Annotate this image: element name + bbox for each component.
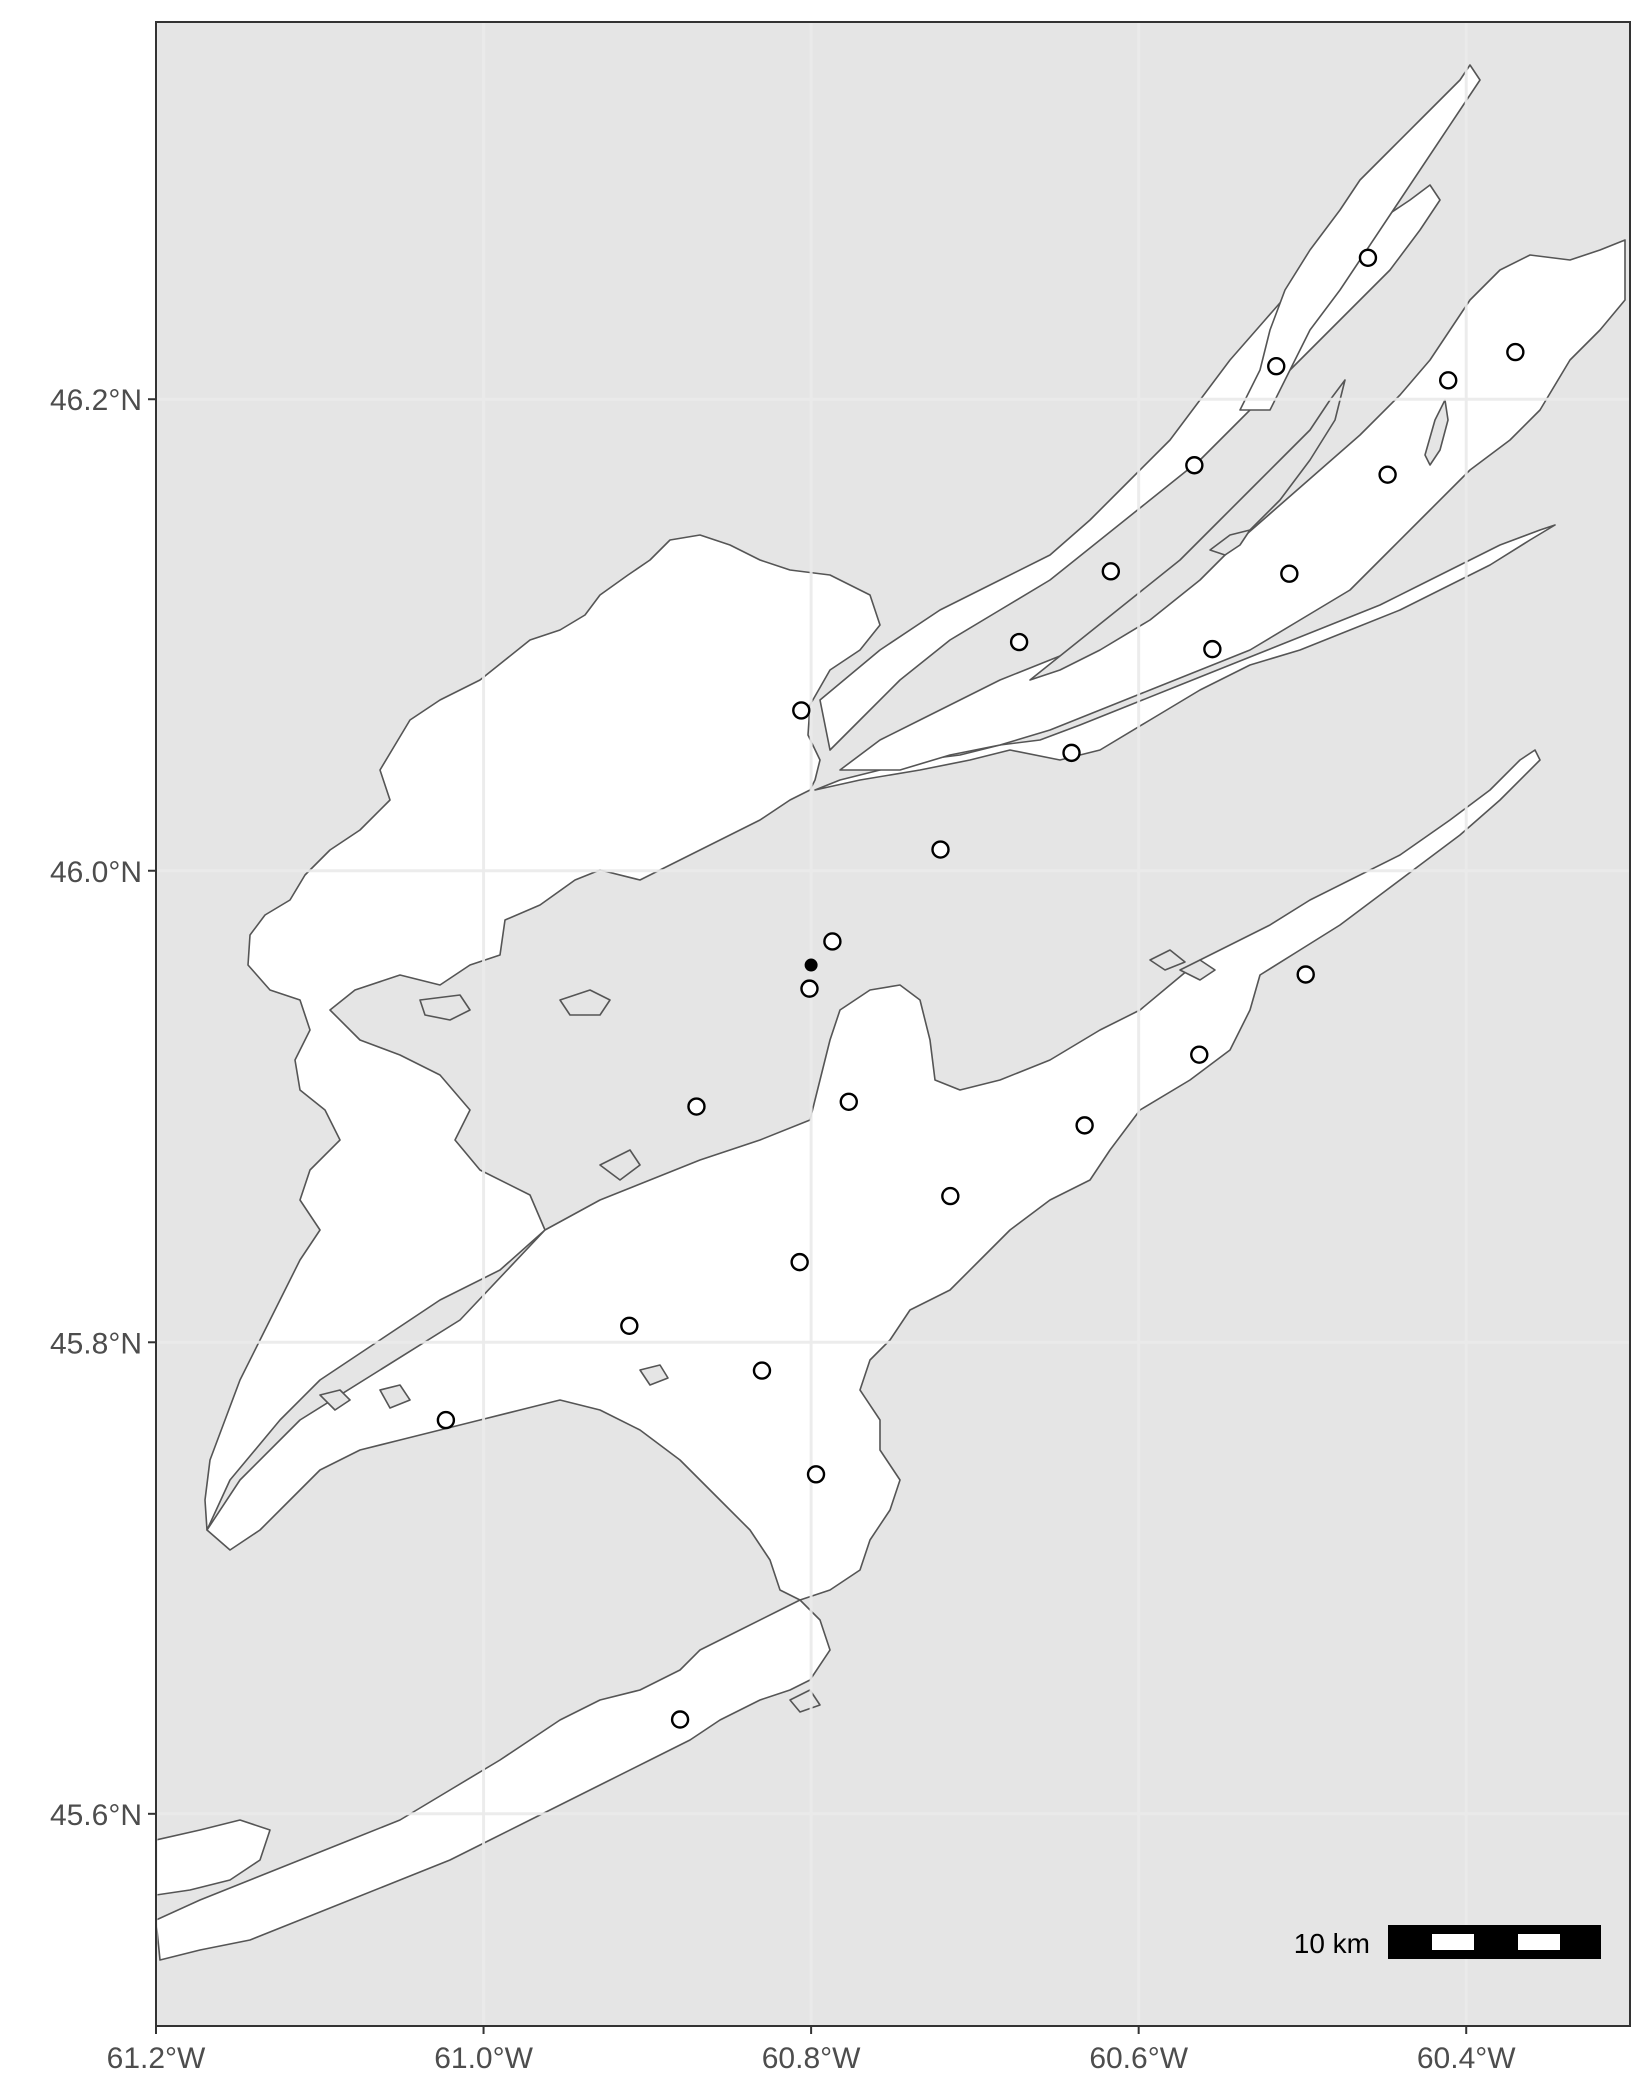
- station-point: [931, 840, 950, 859]
- station-point: [1439, 371, 1458, 390]
- x-tick-label: 61.2°W: [107, 2042, 206, 2075]
- station-point: [752, 1361, 772, 1380]
- station-point: [823, 932, 842, 951]
- station-point: [1009, 632, 1029, 652]
- station-point: [620, 1316, 639, 1335]
- station-point: [1267, 357, 1286, 376]
- station-point: [436, 1410, 456, 1430]
- y-tick-label: 46.2°N: [50, 384, 142, 417]
- x-tick-label: 60.6°W: [1089, 2042, 1188, 2075]
- scale-bar-label: 10 km: [1294, 1928, 1370, 1959]
- station-point: [792, 701, 811, 720]
- station-point: [839, 1092, 858, 1112]
- station-markers: [436, 248, 1525, 1729]
- southwest-passage-water: [156, 1599, 831, 1961]
- north-inlet-water: [1239, 64, 1481, 411]
- station-point: [1190, 1045, 1209, 1064]
- island-pond-2: [1149, 949, 1186, 971]
- island-long-east: [1424, 399, 1449, 466]
- y-tick-label: 46.0°N: [50, 856, 142, 889]
- island-west-1: [319, 1389, 351, 1411]
- y-tick-label: 45.6°N: [50, 1799, 142, 1832]
- graticule: [156, 22, 1630, 2026]
- map-panel: [156, 22, 1630, 2026]
- island-boularderie: [1029, 379, 1346, 681]
- station-point: [1203, 639, 1222, 659]
- x-tick-label: 60.8°W: [762, 2042, 861, 2075]
- station-point: [1101, 562, 1121, 581]
- y-axis: 46.2°N 46.0°N 45.8°N 45.6°N: [50, 384, 156, 1832]
- station-point: [687, 1097, 706, 1116]
- station-point: [790, 1252, 809, 1272]
- station-point: [1378, 465, 1397, 484]
- station-point: [1185, 456, 1204, 475]
- scale-bar-segment-4-inner: [1518, 1934, 1561, 1950]
- station-point: [1280, 564, 1299, 583]
- station-point: [1075, 1116, 1094, 1135]
- x-tick-label: 60.4°W: [1417, 2042, 1516, 2075]
- island-southwest-1: [559, 989, 611, 1016]
- east-arm-water: [814, 524, 1556, 791]
- x-axis: 61.2°W 61.0°W 60.8°W 60.6°W 60.4°W: [107, 2026, 1516, 2075]
- station-point: [1296, 965, 1315, 984]
- island-left-1: [379, 1384, 411, 1409]
- island-west-2: [599, 1149, 641, 1181]
- scale-bar-segment-3: [1474, 1925, 1519, 1959]
- island-southwest-2: [419, 994, 471, 1021]
- scale-bar-segment-5: [1560, 1925, 1601, 1959]
- y-tick-label: 45.8°N: [50, 1327, 142, 1360]
- station-point-filled: [804, 958, 818, 972]
- x-tick-label: 61.0°W: [434, 2042, 533, 2075]
- island-center-1: [639, 1364, 669, 1386]
- island-east: [1209, 529, 1251, 556]
- panel-frame: [155, 21, 1631, 2027]
- station-point: [800, 979, 819, 998]
- scale-bar: 10 km: [1294, 1925, 1601, 1959]
- scale-bar-segment-2-inner: [1432, 1934, 1475, 1950]
- station-point: [670, 1710, 690, 1729]
- station-point: [941, 1186, 960, 1206]
- island-pond-1: [1179, 959, 1216, 981]
- scale-bar-segment-1: [1388, 1925, 1433, 1959]
- station-point: [1358, 248, 1378, 267]
- main-lake-water: [204, 534, 881, 1531]
- station-point: [1062, 743, 1081, 763]
- station-point: [1506, 342, 1525, 362]
- bottom-left-water: [156, 1819, 271, 1896]
- station-point: [806, 1465, 826, 1484]
